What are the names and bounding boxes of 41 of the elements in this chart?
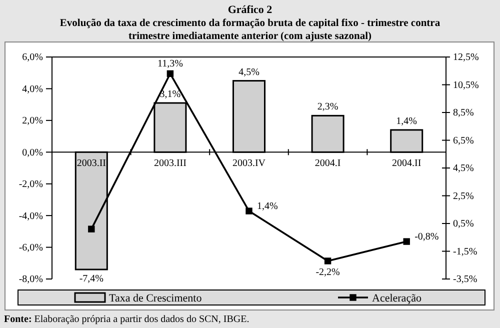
point [166,70,174,78]
y-tick-label: 2,0% [22,116,43,127]
x-tick-label: 2003.III [154,158,186,170]
data-label: 3,1% [160,88,181,100]
y2-tick-label: 0,5% [453,218,474,230]
point [324,258,332,264]
point [246,208,252,214]
data-label: 2,3% [317,102,338,113]
y2-tick-label: -1,5% [453,246,478,258]
legend-label: Taxa de Crescimento [109,292,202,304]
y-tick-label: -8,0% [18,274,43,286]
y-tick-label: -6,0% [18,242,43,254]
y2-tick-label: 8,5% [453,108,474,119]
x-tick-label: 2003.II [76,158,106,170]
y-tick-label: 0,0% [22,147,43,158]
legend-label: Aceleração [372,292,422,304]
data-label: 11,3% [157,58,183,70]
data-label: 4,5% [238,66,260,78]
y-tick-label: -4,0% [18,210,43,222]
data-label: -0,8% [414,232,439,243]
data-label: -7,4% [79,273,104,284]
data-label: -2,2% [316,266,340,278]
y2-tick-label: 6,5% [453,135,474,146]
source-note: Fonte: Elaboração própria a partir dos dados do SCN, IBGE. [4,314,250,325]
x-tick-label: 2004.II [392,158,422,170]
y-tick-label: 6,0% [22,52,43,64]
data-label: 1,4% [257,201,278,212]
y2-tick-label: 2,5% [453,190,474,202]
chart-title: Gráfico 2 [228,4,273,16]
data-label: 1,4% [396,116,418,127]
y-tick-label: -2,0% [18,179,43,190]
chart-subtitle: Evolução da taxa de crescimento da formação bruta de capital fixo - trimestre contra trimestre imediatamente anterior (com ajuste sazonal) [60,18,441,42]
y2-tick-label: 4,5% [453,163,474,174]
x-tick-label: 2003.IV [232,158,266,170]
point [403,238,410,245]
y2-tick-label: -3,5% [453,274,478,286]
x-tick-label: 2004.I [314,158,341,170]
y-tick-label: 4,0% [22,84,43,95]
point [88,226,95,232]
y2-tick-label: 12,5% [453,52,479,64]
y2-tick-label: 10,5% [453,80,479,91]
